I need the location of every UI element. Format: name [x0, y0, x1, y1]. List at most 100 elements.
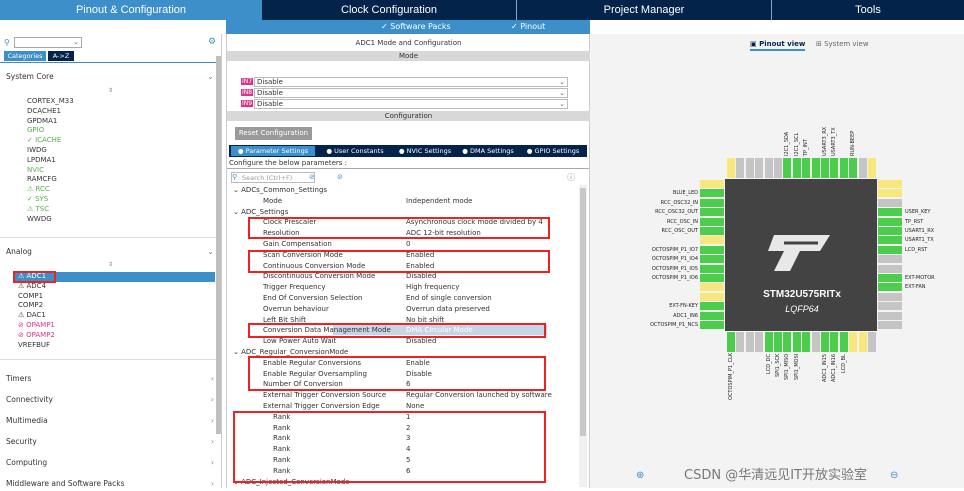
pin-right[interactable]: [878, 292, 902, 301]
category-5[interactable]: Middleware and Software Packs ›: [6, 477, 214, 491]
param-value[interactable]: 1: [406, 412, 411, 421]
pinout-view-tab[interactable]: ▣ Pinout view: [750, 40, 806, 51]
pin-bottom[interactable]: [783, 332, 792, 352]
peripheral-item[interactable]: ⚠ TSC: [27, 204, 50, 213]
pin-bottom[interactable]: [849, 332, 858, 352]
search-icon[interactable]: ⚲: [4, 38, 10, 47]
pin-bottom[interactable]: [802, 332, 811, 352]
peripheral-item[interactable]: COMP1: [18, 291, 44, 300]
pin-bottom[interactable]: [868, 332, 876, 352]
mode-select[interactable]: Disable ⌄: [254, 77, 568, 87]
peripheral-item[interactable]: LPDMA1: [27, 155, 56, 164]
peripheral-item[interactable]: GPDMA1: [27, 116, 58, 125]
pin-right[interactable]: [878, 311, 902, 320]
pin-bottom[interactable]: [736, 332, 745, 352]
peripheral-item[interactable]: ⊘ OPAMP2: [18, 330, 55, 339]
pin-top[interactable]: [727, 158, 735, 178]
param-value[interactable]: DMA Circular Mode: [406, 326, 473, 335]
category-3[interactable]: Security ›: [6, 435, 214, 449]
param-scrollbar-thumb[interactable]: [580, 188, 586, 436]
pin-left[interactable]: [700, 180, 724, 188]
param-value[interactable]: High frequency: [406, 283, 460, 292]
pin-right[interactable]: [878, 245, 902, 254]
pinout-menu[interactable]: ✓ Pinout: [511, 22, 546, 31]
param-value[interactable]: 4: [406, 445, 411, 454]
peripheral-item[interactable]: ⚠ DAC1: [18, 311, 46, 320]
pin-right[interactable]: [878, 264, 902, 273]
search-next-icon[interactable]: ⊘: [337, 173, 343, 181]
peripheral-item[interactable]: CORTEX_M33: [27, 97, 74, 105]
pin-top[interactable]: [755, 158, 764, 178]
pin-left[interactable]: [700, 245, 724, 254]
sort-icon[interactable]: ⇕: [108, 261, 114, 268]
peripheral-item[interactable]: IWDG: [27, 145, 47, 154]
zoom-in-icon[interactable]: ⊕: [636, 470, 645, 481]
pin-right[interactable]: [878, 217, 902, 226]
param-value[interactable]: 6: [406, 466, 411, 475]
pin-top[interactable]: [868, 158, 876, 178]
category-1[interactable]: Connectivity ›: [6, 393, 214, 407]
param-value[interactable]: 0: [406, 240, 411, 248]
pin-top[interactable]: [736, 158, 745, 178]
peripheral-item[interactable]: VREFBUF: [18, 340, 51, 349]
peripheral-item[interactable]: COMP2: [18, 301, 44, 310]
param-value[interactable]: Enable: [406, 358, 430, 367]
param-value[interactable]: 3: [406, 434, 411, 443]
pin-left[interactable]: [700, 283, 724, 292]
pin-left[interactable]: [700, 292, 724, 301]
pin-left[interactable]: [700, 255, 724, 264]
param-value[interactable]: No bit shift: [406, 315, 445, 324]
param-value[interactable]: Enabled: [406, 261, 435, 270]
peripheral-item[interactable]: ⚠ ADC1: [18, 272, 47, 280]
pin-right[interactable]: [878, 274, 902, 282]
pin-left[interactable]: [700, 217, 724, 226]
pin-top[interactable]: [792, 158, 801, 178]
pin-bottom[interactable]: [745, 332, 754, 352]
config-tab-4[interactable]: ● GPIO Settings: [526, 147, 580, 155]
param-value[interactable]: 2: [406, 423, 411, 432]
param-group-header[interactable]: ⌄ ADC_Regular_ConversionMode: [233, 348, 349, 356]
pin-top[interactable]: [849, 158, 858, 178]
pin-bottom[interactable]: [821, 332, 829, 352]
pin-left[interactable]: [700, 198, 724, 207]
pin-right[interactable]: [878, 189, 902, 198]
pin-top[interactable]: [821, 158, 829, 178]
tab-pinout-configuration[interactable]: Pinout & Configuration: [0, 0, 262, 20]
pin-left[interactable]: [700, 189, 724, 198]
pin-bottom[interactable]: [811, 332, 820, 352]
peripheral-item[interactable]: RAMCFG: [27, 175, 57, 184]
category-0[interactable]: Timers ›: [6, 372, 214, 386]
pin-right[interactable]: [878, 255, 902, 264]
search-parameters-input[interactable]: Search (Ctrl+F): [231, 172, 315, 183]
pin-top[interactable]: [830, 158, 839, 178]
pin-bottom[interactable]: [830, 332, 839, 352]
pin-left[interactable]: [700, 264, 724, 273]
categories-button[interactable]: Categories: [4, 51, 46, 61]
param-value[interactable]: Disabled: [406, 272, 437, 281]
peripheral-item[interactable]: ⚠ RCC: [27, 185, 50, 194]
pin-top[interactable]: [783, 158, 792, 178]
analog-header[interactable]: Analog ⌄: [6, 245, 214, 259]
zoom-out-icon[interactable]: ⊖: [890, 470, 899, 481]
category-2[interactable]: Multimedia ›: [6, 414, 214, 428]
peripheral-item[interactable]: DCACHE1: [27, 106, 61, 115]
peripheral-item[interactable]: NVIC: [27, 165, 44, 174]
param-group-header[interactable]: ⌄ ADCs_Common_Settings: [233, 186, 328, 194]
param-value[interactable]: Disabled: [406, 337, 437, 346]
tab-clock-configuration[interactable]: Clock Configuration: [341, 4, 437, 16]
peripheral-item[interactable]: ⊘ OPAMP1: [18, 320, 55, 329]
info-icon[interactable]: ⓘ: [567, 173, 575, 182]
search-combo[interactable]: ⌄: [14, 37, 82, 48]
param-value[interactable]: Overrun data preserved: [406, 304, 490, 313]
pin-left[interactable]: [700, 227, 724, 235]
pin-top[interactable]: [745, 158, 754, 178]
peripheral-item[interactable]: WWDG: [27, 214, 52, 223]
pin-right[interactable]: [878, 236, 902, 245]
pin-top[interactable]: [858, 158, 867, 178]
system-core-header[interactable]: System Core ⌄: [6, 70, 214, 84]
pin-right[interactable]: [878, 321, 902, 329]
peripheral-item[interactable]: ✓ ICACHE: [27, 136, 62, 145]
config-tab-0[interactable]: ● Parameter Settings: [231, 146, 315, 156]
pin-bottom[interactable]: [858, 332, 867, 352]
left-scrollbar[interactable]: [216, 56, 221, 434]
